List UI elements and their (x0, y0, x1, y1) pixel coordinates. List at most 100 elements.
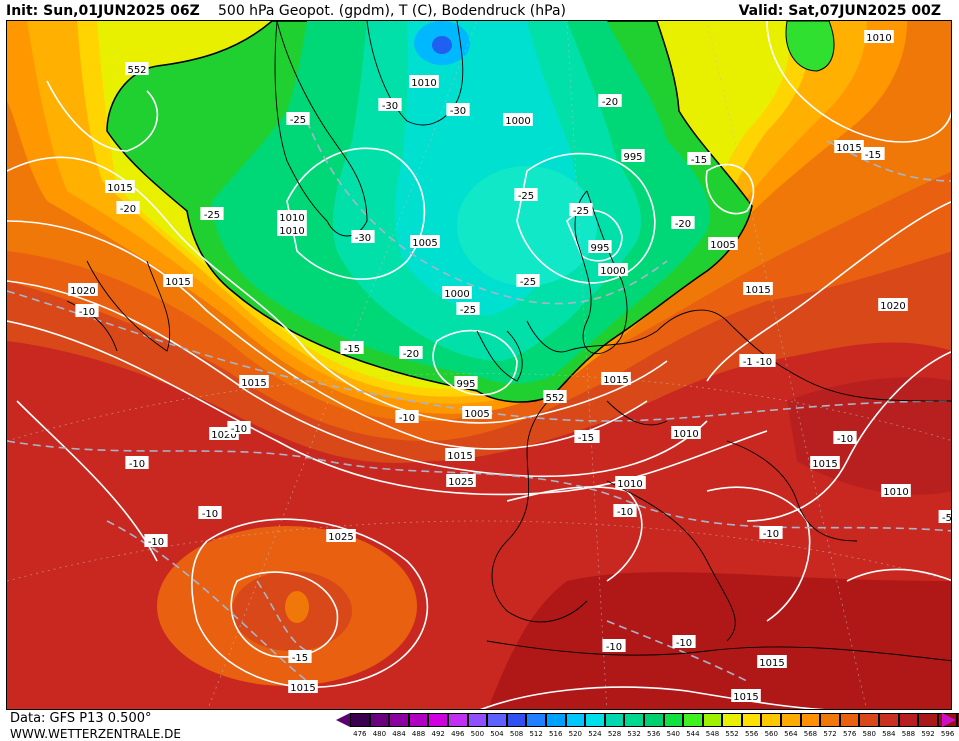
svg-text:1000: 1000 (600, 266, 625, 277)
pressure-label: 1005 (462, 406, 492, 420)
svg-text:-30: -30 (382, 101, 398, 112)
pressure-label: 1015 (810, 456, 840, 470)
legend-swatch (369, 713, 390, 727)
pressure-label: 1025 (446, 474, 476, 488)
legend-swatch (565, 713, 586, 727)
temperature-label: -5 (938, 510, 951, 524)
temperature-label: -30 (446, 103, 470, 117)
legend-swatch (487, 713, 507, 727)
legend-arrow-left (336, 713, 350, 727)
legend-swatch (839, 713, 860, 727)
legend-tick: 568 (803, 730, 818, 738)
temperature-label: -25 (569, 203, 593, 217)
svg-text:552: 552 (545, 393, 564, 404)
temperature-label: -10 (759, 526, 783, 540)
pressure-label: 1015 (743, 282, 773, 296)
temperature-label: -10 (227, 421, 251, 435)
svg-text:1025: 1025 (328, 532, 353, 543)
svg-text:995: 995 (590, 243, 609, 254)
temperature-label: -30 (351, 230, 375, 244)
svg-text:-25: -25 (573, 206, 589, 217)
svg-text:1005: 1005 (710, 240, 735, 251)
legend-swatch (820, 713, 840, 727)
svg-text:-10: -10 (837, 434, 853, 445)
temperature-label: -20 (116, 201, 140, 215)
legend-tick: 476 (353, 730, 367, 738)
pressure-label: 1010 (277, 223, 307, 237)
legend-swatch (879, 713, 899, 727)
pressure-label: 995 (621, 149, 645, 163)
svg-text:995: 995 (456, 379, 475, 390)
valid-time: Valid: Sat,07JUN2025 00Z (738, 3, 941, 19)
temperature-label: -10 (75, 304, 99, 318)
legend-swatch (585, 713, 605, 727)
svg-text:1010: 1010 (673, 429, 698, 440)
legend-tick: 584 (882, 730, 896, 738)
chart-title: 500 hPa Geopot. (gpdm), T (C), Bodendruc… (218, 3, 566, 19)
svg-text:-15: -15 (344, 344, 360, 355)
pressure-label: 1000 (503, 113, 533, 127)
svg-text:-25: -25 (290, 115, 306, 126)
pressure-label: 1015 (239, 375, 269, 389)
svg-text:-20: -20 (403, 349, 419, 360)
svg-text:1010: 1010 (279, 213, 304, 224)
pressure-label: 1005 (410, 235, 440, 249)
temperature-label: -15 (574, 430, 598, 444)
pressure-label: 1020 (68, 283, 98, 297)
legend-tick: 484 (392, 730, 406, 738)
svg-text:-10: -10 (202, 509, 218, 520)
pressure-label: 1000 (442, 286, 472, 300)
svg-text:-10: -10 (676, 638, 692, 649)
pressure-label: 1015 (163, 274, 193, 288)
legend-swatch (800, 713, 821, 727)
legend-swatch (741, 713, 762, 727)
legend-tick: 572 (823, 730, 837, 738)
svg-text:1010: 1010 (411, 78, 436, 89)
pressure-label: 1015 (601, 372, 631, 386)
pressure-label: 1010 (864, 30, 894, 44)
svg-text:-25: -25 (520, 277, 536, 288)
legend-tick: 524 (588, 730, 602, 738)
legend-tick: 548 (705, 730, 720, 738)
legend-ticks: 476 480 484 488 492 496 500 504 508 512 516 520 524 5… (350, 729, 959, 739)
legend-tick: 516 (549, 730, 563, 738)
svg-text:1015: 1015 (107, 183, 132, 194)
svg-text:995: 995 (623, 152, 642, 163)
legend-tick: 580 (862, 730, 876, 738)
temperature-label: -10 (672, 635, 696, 649)
svg-text:-10: -10 (399, 413, 415, 424)
temperature-label: -30 (378, 98, 402, 112)
svg-text:1020: 1020 (211, 430, 236, 441)
temperature-label: -20 (399, 346, 423, 360)
svg-text:-15: -15 (691, 155, 707, 166)
svg-text:-25: -25 (518, 191, 534, 202)
temperature-label: -25 (286, 112, 310, 126)
svg-text:1015: 1015 (241, 378, 266, 389)
pressure-label: 1015 (731, 689, 761, 703)
svg-text:1020: 1020 (70, 286, 95, 297)
lat-lon-grid (7, 21, 951, 709)
temperature-label: -25 (200, 207, 224, 221)
legend-arrow-right (942, 713, 956, 727)
svg-text:-10: -10 (148, 537, 164, 548)
svg-text:-10: -10 (617, 507, 633, 518)
pressure-label: 995 (454, 376, 478, 390)
pressure-label: 1010 (277, 210, 307, 224)
temperature-label: -20 (598, 94, 622, 108)
legend-swatch (428, 713, 448, 727)
svg-text:-20: -20 (602, 97, 618, 108)
legend-swatch (350, 713, 370, 727)
temperature-label: -25 (514, 188, 538, 202)
svg-text:-30: -30 (450, 106, 466, 117)
svg-text:1015: 1015 (759, 658, 784, 669)
legend-tick: 560 (764, 730, 778, 738)
data-source: Data: GFS P13 0.500° (10, 711, 152, 726)
legend-tick: 480 (372, 730, 387, 738)
legend-swatch (722, 713, 742, 727)
pressure-label: 1020 (878, 298, 908, 312)
legend-tick: 500 (470, 730, 485, 738)
svg-text:-10: -10 (231, 424, 247, 435)
forecast-map: 1010 1010 1000 995 1015 1015 1010 1010 1005 995 10… (6, 20, 952, 710)
legend-swatch (918, 713, 938, 727)
svg-text:1015: 1015 (812, 459, 837, 470)
